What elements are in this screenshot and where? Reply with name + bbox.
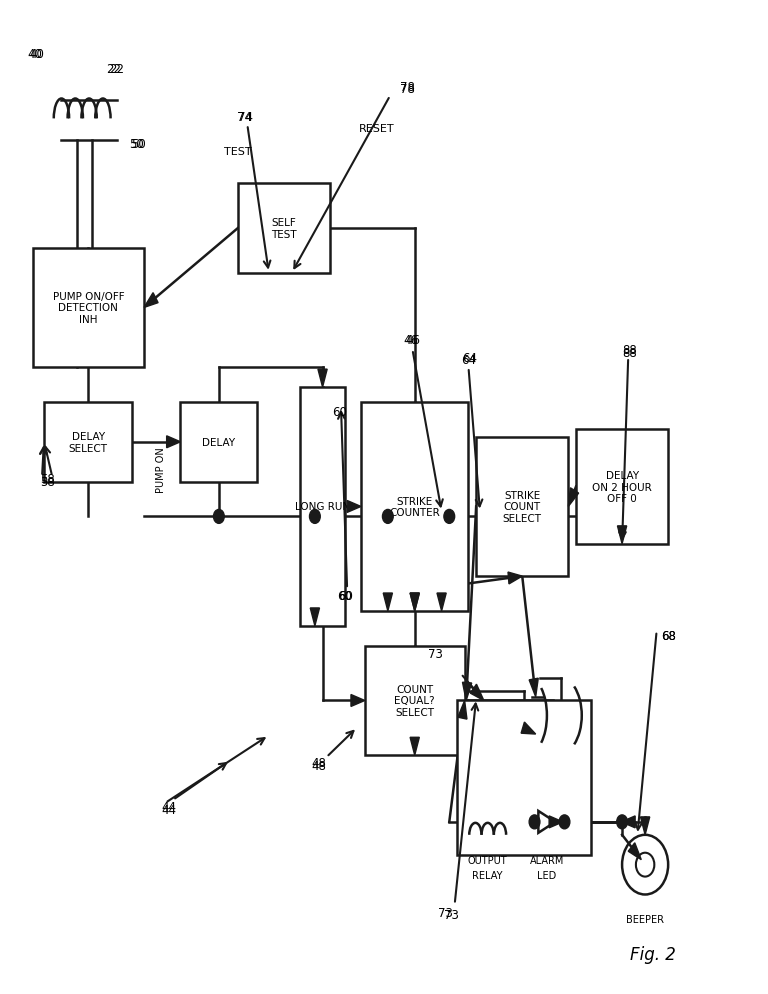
Polygon shape (410, 593, 419, 611)
Polygon shape (351, 695, 365, 707)
Polygon shape (471, 685, 484, 701)
Text: Fig. 2: Fig. 2 (630, 945, 676, 963)
Text: 88: 88 (622, 346, 637, 360)
Text: TEST: TEST (224, 147, 252, 157)
Bar (45, 403, 133, 482)
Circle shape (559, 815, 570, 829)
Polygon shape (383, 593, 392, 611)
Text: 68: 68 (660, 629, 676, 643)
Text: STRIKE
COUNTER: STRIKE COUNTER (389, 496, 440, 518)
Polygon shape (410, 593, 419, 611)
Text: 48: 48 (311, 755, 326, 769)
Polygon shape (310, 608, 319, 626)
Text: 46: 46 (405, 333, 420, 347)
Text: BEEPER: BEEPER (626, 914, 664, 924)
Polygon shape (508, 573, 522, 584)
Polygon shape (437, 593, 446, 611)
Circle shape (214, 510, 224, 524)
Text: 40: 40 (29, 48, 45, 62)
Text: LED: LED (537, 870, 557, 880)
Text: 40: 40 (27, 48, 42, 62)
Bar (180, 403, 257, 482)
Text: 48: 48 (311, 758, 326, 772)
Polygon shape (144, 293, 158, 308)
Circle shape (310, 510, 320, 524)
Polygon shape (628, 843, 641, 860)
Bar (576, 429, 668, 545)
Polygon shape (641, 817, 650, 835)
Text: PUMP ON: PUMP ON (156, 446, 166, 492)
Polygon shape (347, 501, 361, 513)
Text: ALARM: ALARM (530, 855, 564, 865)
Text: 73: 73 (429, 647, 443, 661)
Text: 22: 22 (106, 63, 121, 77)
Polygon shape (621, 816, 635, 828)
Polygon shape (458, 701, 467, 720)
Text: 73: 73 (444, 908, 459, 921)
Polygon shape (521, 723, 536, 735)
Text: COUNT
EQUAL?
SELECT: COUNT EQUAL? SELECT (395, 684, 435, 718)
Polygon shape (549, 816, 563, 828)
Text: RESET: RESET (359, 124, 394, 134)
Polygon shape (529, 679, 538, 697)
Text: 60: 60 (338, 589, 353, 603)
Text: 22: 22 (109, 63, 124, 77)
Text: PUMP ON/OFF
DETECTION
INH: PUMP ON/OFF DETECTION INH (52, 291, 124, 325)
Polygon shape (410, 738, 419, 755)
Bar (457, 701, 591, 855)
Text: 60: 60 (336, 589, 352, 603)
Circle shape (444, 510, 455, 524)
Text: LONG RUN: LONG RUN (295, 502, 350, 512)
Bar (365, 646, 465, 755)
Text: 58: 58 (40, 472, 55, 486)
Text: DELAY
SELECT: DELAY SELECT (69, 431, 108, 453)
Bar (361, 403, 468, 611)
Polygon shape (568, 488, 578, 507)
Text: STRIKE
COUNT
SELECT: STRIKE COUNT SELECT (503, 490, 541, 524)
Polygon shape (617, 527, 627, 545)
Text: SELF
TEST: SELF TEST (271, 218, 297, 240)
Circle shape (529, 815, 540, 829)
Text: 64: 64 (462, 351, 478, 365)
Bar (33, 248, 144, 368)
Text: 64: 64 (461, 353, 476, 367)
Text: 58: 58 (40, 475, 55, 489)
Text: 74: 74 (237, 110, 252, 124)
Polygon shape (318, 370, 327, 388)
Text: 60: 60 (332, 406, 346, 419)
Bar (476, 437, 568, 577)
Text: DELAY
ON 2 HOUR
OFF 0: DELAY ON 2 HOUR OFF 0 (592, 470, 652, 504)
Text: 78: 78 (399, 83, 415, 96)
Text: 78: 78 (399, 81, 415, 94)
Text: 73: 73 (439, 906, 453, 919)
Text: RELAY: RELAY (472, 870, 503, 880)
Text: 88: 88 (622, 343, 637, 357)
Text: 44: 44 (161, 803, 177, 817)
Text: OUTPUT: OUTPUT (468, 855, 508, 865)
Text: 68: 68 (660, 629, 676, 643)
Bar (300, 388, 345, 626)
Circle shape (617, 815, 627, 829)
Circle shape (382, 510, 393, 524)
Text: 74: 74 (238, 110, 253, 124)
Text: DELAY: DELAY (202, 437, 236, 447)
Polygon shape (167, 436, 180, 448)
Text: 44: 44 (161, 800, 177, 814)
Text: 46: 46 (403, 333, 419, 347)
Text: 50: 50 (129, 137, 144, 151)
Bar (238, 184, 330, 273)
Polygon shape (462, 683, 472, 701)
Text: 50: 50 (131, 137, 146, 151)
